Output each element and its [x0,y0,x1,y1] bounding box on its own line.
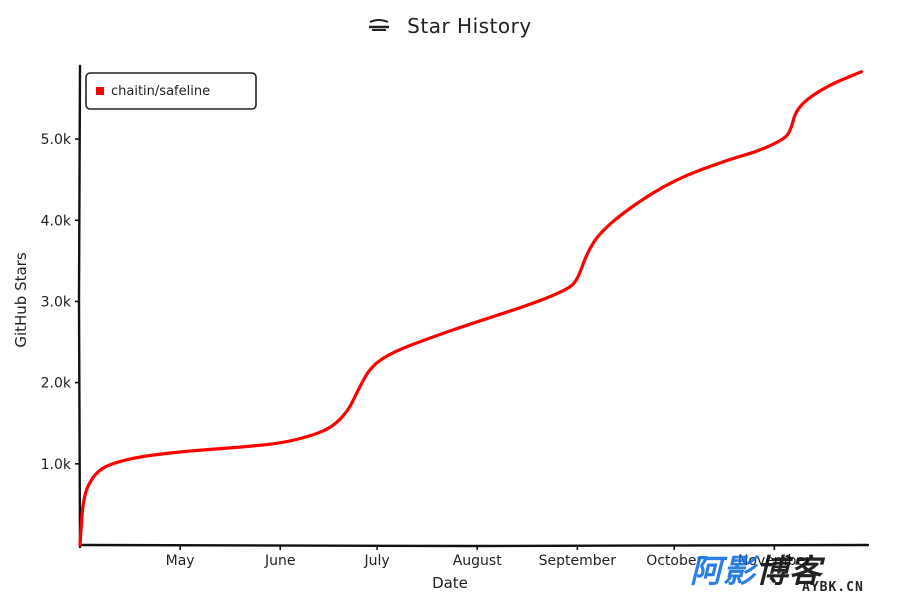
y-tick-label: 2.0k [41,376,72,392]
watermark-cn: 阿影博客 [690,552,823,590]
legend-swatch [96,87,104,95]
series-line [78,70,864,547]
star-history-logo-icon [368,16,390,37]
legend-label: chaitin/safeline [111,84,210,99]
x-axis-line [78,543,870,548]
x-tick-label: June [264,553,296,569]
legend: chaitin/safeline [85,72,257,110]
chart-title-text: Star History [407,14,532,38]
watermark-en: AYBK.CN [802,580,864,595]
y-tick-label: 5.0k [41,132,72,148]
legend-box [85,72,257,110]
x-tick-label: July [364,553,390,569]
y-tick-label: 3.0k [41,294,72,310]
x-tick-label: August [453,553,503,569]
x-tick-label: May [166,553,195,569]
x-axis-title: Date [432,574,468,592]
y-tick-label: 1.0k [41,457,72,473]
y-axis-line [77,64,82,549]
series-layer [78,70,864,547]
axes: 1.0k 2.0k 3.0k 4.0k 5.0k May June July August Sep… [41,64,870,569]
watermark: 阿影博客 AYBK.CN [690,546,890,596]
x-tick-label: October [646,553,702,569]
chart-title: Star History [0,14,900,38]
y-tick-label: 4.0k [41,213,72,229]
x-tick-label: November [738,553,811,569]
x-tick-label: September [539,553,617,569]
y-axis-title: GitHub Stars [12,252,30,348]
